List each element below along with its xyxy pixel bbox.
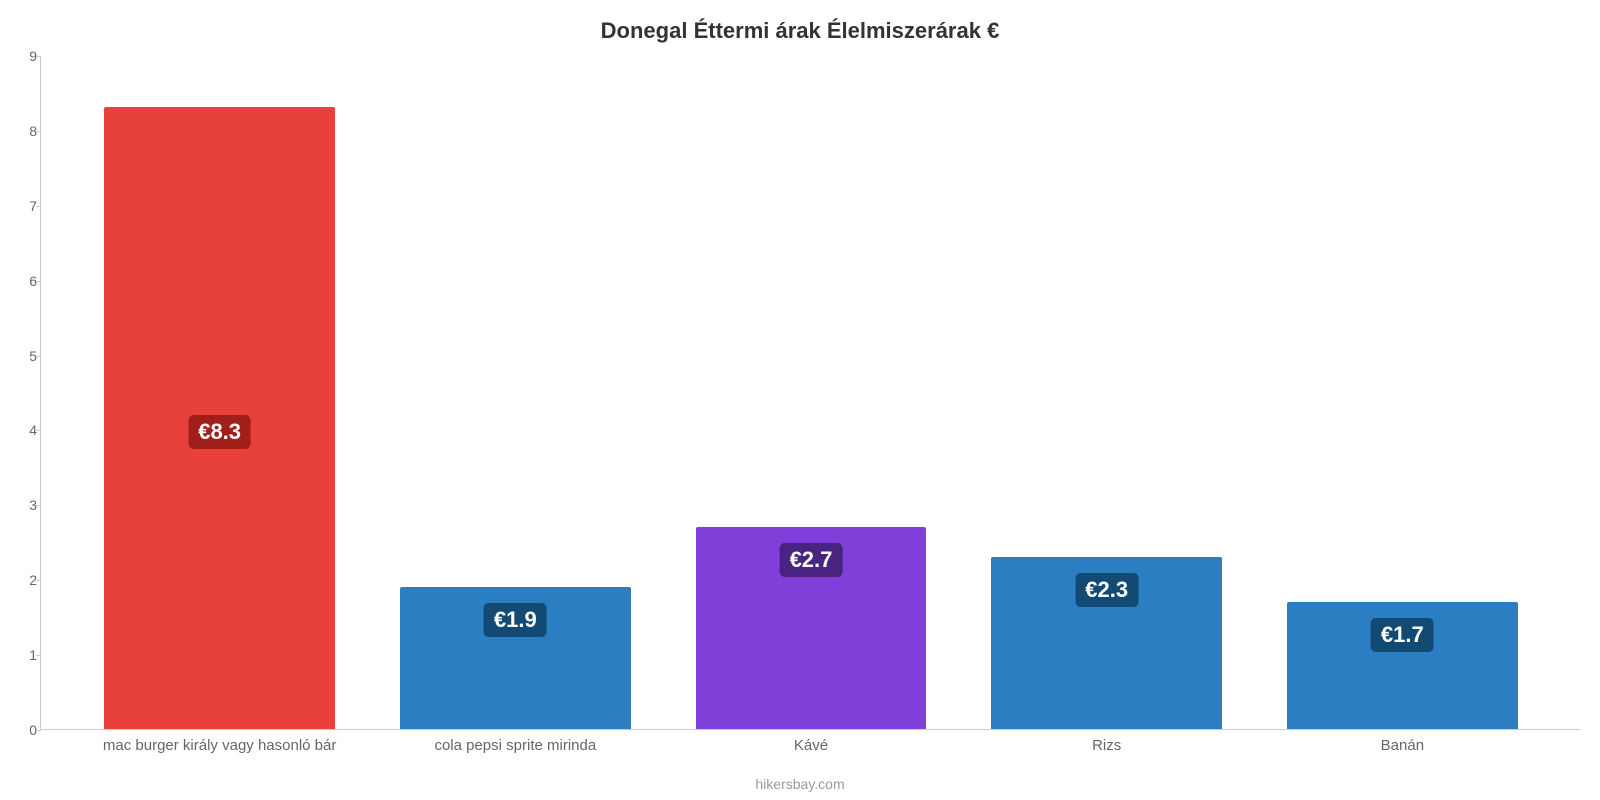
x-tick-label: Rizs	[1092, 737, 1121, 754]
chart-source-label: hikersbay.com	[0, 776, 1600, 792]
y-tick-label: 9	[11, 48, 37, 64]
y-tick-label: 8	[11, 123, 37, 139]
x-tick-label: mac burger király vagy hasonló bár	[103, 737, 336, 754]
bar: €2.7	[696, 527, 927, 729]
bar: €1.9	[400, 587, 631, 729]
bar: €1.7	[1287, 602, 1518, 729]
x-tick-label: cola pepsi sprite mirinda	[434, 737, 596, 754]
y-tick-mark	[36, 655, 41, 656]
y-tick-label: 0	[11, 722, 37, 738]
y-tick-mark	[36, 206, 41, 207]
y-tick-mark	[36, 356, 41, 357]
x-tick-label: Banán	[1381, 737, 1424, 754]
bar-value-badge: €2.7	[780, 543, 843, 577]
y-tick-label: 3	[11, 497, 37, 513]
y-tick-mark	[36, 505, 41, 506]
y-tick-label: 7	[11, 198, 37, 214]
price-bar-chart: Donegal Éttermi árak Élelmiszerárak € €8…	[0, 0, 1600, 800]
bar: €2.3	[991, 557, 1222, 729]
bar-value-badge: €2.3	[1075, 573, 1138, 607]
y-tick-label: 5	[11, 348, 37, 364]
y-tick-label: 4	[11, 422, 37, 438]
y-tick-mark	[36, 56, 41, 57]
x-tick-label: Kávé	[794, 737, 828, 754]
y-tick-label: 2	[11, 572, 37, 588]
y-tick-label: 1	[11, 647, 37, 663]
bar: €8.3	[104, 107, 335, 729]
chart-title: Donegal Éttermi árak Élelmiszerárak €	[0, 18, 1600, 44]
y-tick-label: 6	[11, 273, 37, 289]
y-tick-mark	[36, 430, 41, 431]
bars-layer: €8.3 €1.9 €2.7 €2.3 €1.7	[41, 56, 1580, 729]
bar-value-badge: €1.7	[1371, 618, 1434, 652]
y-tick-mark	[36, 131, 41, 132]
bar-value-badge: €8.3	[188, 415, 251, 449]
plot-area: €8.3€1.9€2.7€2.3€1.7 0123456789mac burge…	[40, 56, 1580, 730]
bar-value-badge: €1.9	[484, 603, 547, 637]
y-tick-mark	[36, 281, 41, 282]
y-tick-mark	[36, 730, 41, 731]
y-tick-mark	[36, 580, 41, 581]
